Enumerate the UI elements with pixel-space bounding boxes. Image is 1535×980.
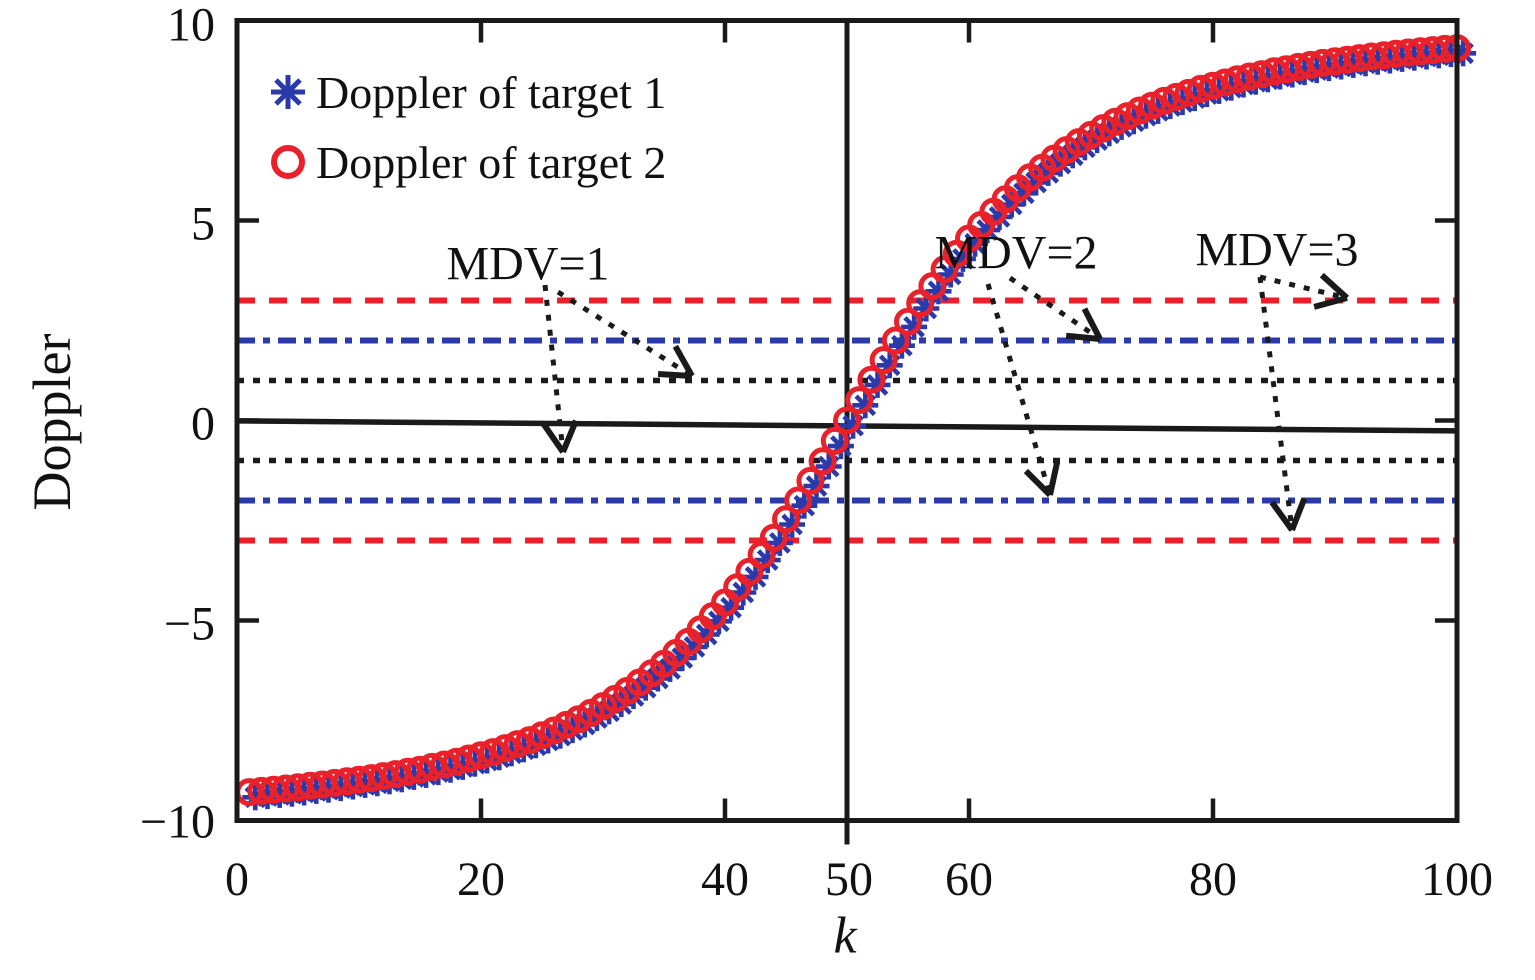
y-tick-label-m5: −5 [163,597,215,651]
y-tick-label-m10: −10 [139,795,215,849]
target2-marker [467,741,495,770]
target2-marker [869,346,898,375]
target2-marker [894,307,922,336]
annotation-mdv-3: MDV=3 [1195,223,1359,277]
target2-marker [857,365,886,394]
arrow-head-0-1-1 [560,419,579,454]
target2-marker [784,486,813,515]
target2-marker [796,466,825,495]
target2-marker [454,744,483,773]
legend: Doppler of target 1 Doppler of target 2 [266,57,666,197]
x-tick-label-40: 40 [701,853,749,906]
target2-marker [430,750,459,779]
arrow-head-2-0-0 [1313,295,1348,310]
legend-label-target1: Doppler of target 1 [316,66,667,118]
arrow-head-1-1-1 [1047,461,1061,496]
arrow-head-1-0-0 [1065,332,1101,342]
arrow-shaft-2-1 [1257,276,1295,531]
target2-marker [772,505,800,534]
annotation-arrows [541,272,1350,532]
asterisk-icon [271,75,305,109]
target2-marker [1186,74,1215,103]
target2-marker [881,326,910,355]
x-tick-label-0: 0 [225,853,249,906]
target2-marker [833,406,861,435]
target2-marker [1150,86,1179,115]
x-tick-label-60: 60 [945,853,993,906]
y-axis-title: Doppler [22,333,82,511]
annotation-mdv-1: MDV=1 [446,237,610,291]
target2-marker [845,386,874,415]
arrow-head-2-1-0 [1269,500,1295,532]
x-tick-label-20: 20 [457,853,505,906]
y-tick-label-10: 10 [167,0,215,52]
target2-marker [1162,82,1191,111]
target2-marker [479,738,508,767]
target2-marker [820,426,849,455]
series-target2-markers [235,34,1471,807]
arrow-head-2-0-1 [1319,272,1350,301]
x-tick-label-80: 80 [1189,853,1237,906]
y-tick-label-5: 5 [191,197,215,251]
x-axis-title: k [833,907,857,965]
arrow-head-1-1-0 [1023,468,1053,498]
arrow-shaft-1-1 [985,283,1053,496]
legend-entry-target1: Doppler of target 1 [266,57,666,127]
arrow-shaft-1-0 [1008,275,1102,342]
arrow-head-0-0-1 [672,344,695,378]
target2-marker [442,747,471,776]
target2-marker [1211,68,1240,97]
target1-marker [840,412,867,439]
target2-marker [1174,78,1203,107]
annotation-mdv-2: MDV=2 [934,226,1098,280]
arrow-shaft-0-1 [542,284,566,453]
x-tick-label-50: 50 [825,853,873,906]
legend-entry-target2: Doppler of target 2 [266,127,666,197]
legend-label-target2: Doppler of target 2 [316,136,667,188]
arrow-shaft-0-0 [556,289,694,379]
x-tick-label-100: 100 [1421,853,1493,906]
target2-marker [503,730,532,759]
arrow-head-2-1-1 [1289,497,1308,532]
arrow-head-0-1-0 [541,422,566,454]
axes [234,18,1460,823]
target2-marker [491,734,520,763]
target2-marker [1199,71,1227,100]
arrow-head-1-0-1 [1081,307,1103,341]
circle-icon [271,145,305,179]
target2-marker [808,447,837,476]
y-tick-label-0: 0 [191,397,215,451]
target2-marker [759,523,788,552]
arrow-head-0-0-0 [657,370,693,379]
